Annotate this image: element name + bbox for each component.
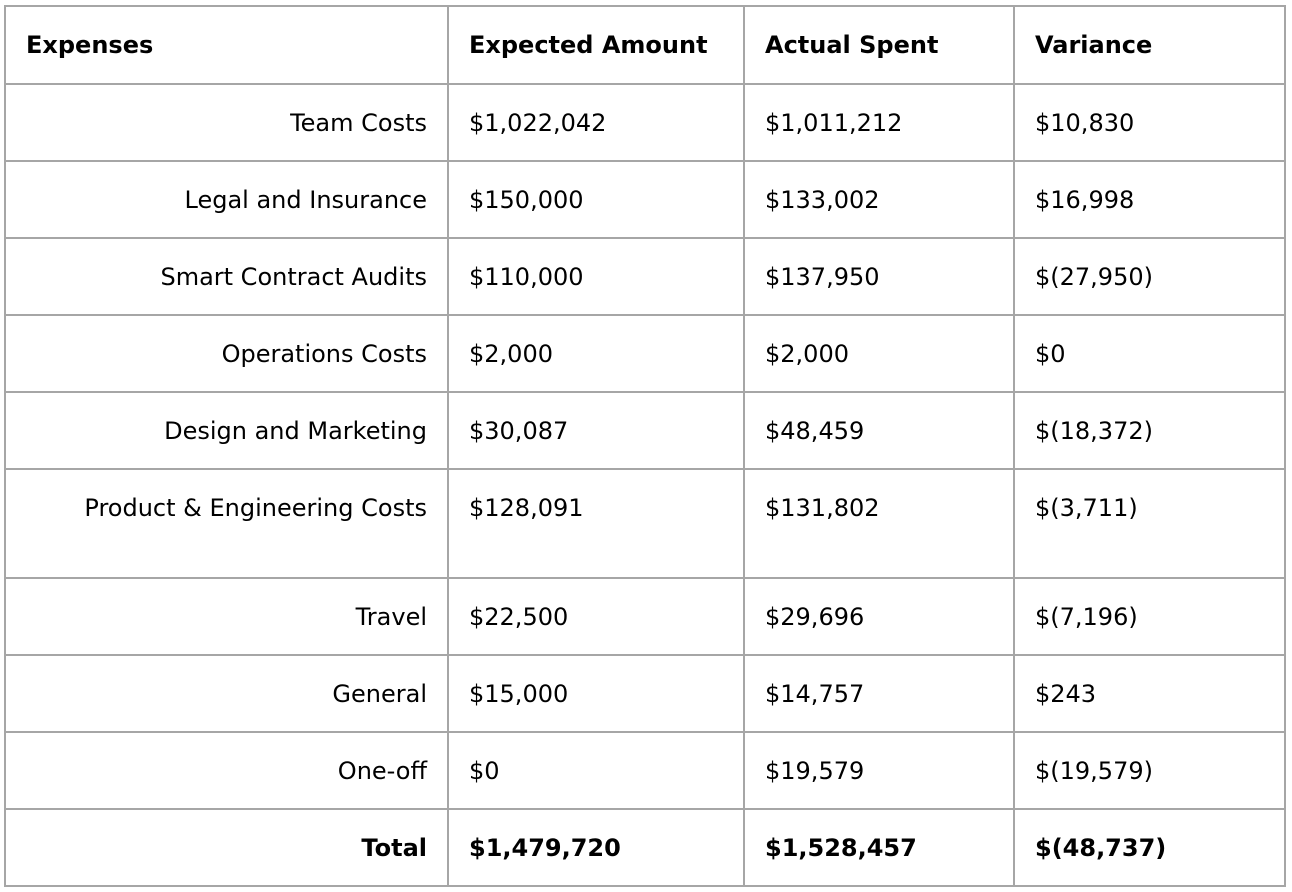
variance: $(18,372) (1013, 391, 1286, 470)
variance: $243 (1013, 654, 1286, 733)
table-row: Travel $22,500 $29,696 $(7,196) (4, 577, 1286, 656)
actual-spent: $137,950 (743, 237, 1015, 316)
expected-amount: $110,000 (447, 237, 745, 316)
total-row: Total $1,479,720 $1,528,457 $(48,737) (4, 808, 1286, 887)
header-variance: Variance (1013, 5, 1286, 85)
actual-spent: $48,459 (743, 391, 1015, 470)
variance: $(3,711) (1013, 468, 1286, 579)
expected-amount: $22,500 (447, 577, 745, 656)
expense-name: General (4, 654, 449, 733)
total-label: Total (4, 808, 449, 887)
actual-spent: $1,011,212 (743, 83, 1015, 162)
variance: $10,830 (1013, 83, 1286, 162)
expected-amount: $30,087 (447, 391, 745, 470)
table-row: Legal and Insurance $150,000 $133,002 $1… (4, 160, 1286, 239)
actual-spent: $14,757 (743, 654, 1015, 733)
table-row: Smart Contract Audits $110,000 $137,950 … (4, 237, 1286, 316)
table-row: General $15,000 $14,757 $243 (4, 654, 1286, 733)
variance: $(27,950) (1013, 237, 1286, 316)
expense-name: Operations Costs (4, 314, 449, 393)
header-actual-spent: Actual Spent (743, 5, 1015, 85)
variance: $(7,196) (1013, 577, 1286, 656)
actual-spent: $131,802 (743, 468, 1015, 579)
table-row: Product & Engineering Costs $128,091 $13… (4, 468, 1286, 579)
table-row: Team Costs $1,022,042 $1,011,212 $10,830 (4, 83, 1286, 162)
expected-amount: $150,000 (447, 160, 745, 239)
expenses-table: Expenses Expected Amount Actual Spent Va… (4, 5, 1286, 887)
expenses-table-container: Expenses Expected Amount Actual Spent Va… (4, 5, 1286, 887)
variance: $0 (1013, 314, 1286, 393)
variance: $(19,579) (1013, 731, 1286, 810)
header-expected-amount: Expected Amount (447, 5, 745, 85)
expense-name: One-off (4, 731, 449, 810)
expected-amount: $1,022,042 (447, 83, 745, 162)
expense-name: Design and Marketing (4, 391, 449, 470)
expense-name: Smart Contract Audits (4, 237, 449, 316)
table-row: Design and Marketing $30,087 $48,459 $(1… (4, 391, 1286, 470)
actual-spent: $133,002 (743, 160, 1015, 239)
expense-name: Product & Engineering Costs (4, 468, 449, 579)
table-row: Operations Costs $2,000 $2,000 $0 (4, 314, 1286, 393)
total-expected-amount: $1,479,720 (447, 808, 745, 887)
table-row: One-off $0 $19,579 $(19,579) (4, 731, 1286, 810)
expected-amount: $2,000 (447, 314, 745, 393)
expense-name: Legal and Insurance (4, 160, 449, 239)
expected-amount: $0 (447, 731, 745, 810)
actual-spent: $2,000 (743, 314, 1015, 393)
table-header-row: Expenses Expected Amount Actual Spent Va… (4, 5, 1286, 85)
total-actual-spent: $1,528,457 (743, 808, 1015, 887)
expected-amount: $128,091 (447, 468, 745, 579)
expense-name: Travel (4, 577, 449, 656)
expected-amount: $15,000 (447, 654, 745, 733)
total-variance: $(48,737) (1013, 808, 1286, 887)
actual-spent: $19,579 (743, 731, 1015, 810)
variance: $16,998 (1013, 160, 1286, 239)
actual-spent: $29,696 (743, 577, 1015, 656)
expense-name: Team Costs (4, 83, 449, 162)
header-expenses: Expenses (4, 5, 449, 85)
